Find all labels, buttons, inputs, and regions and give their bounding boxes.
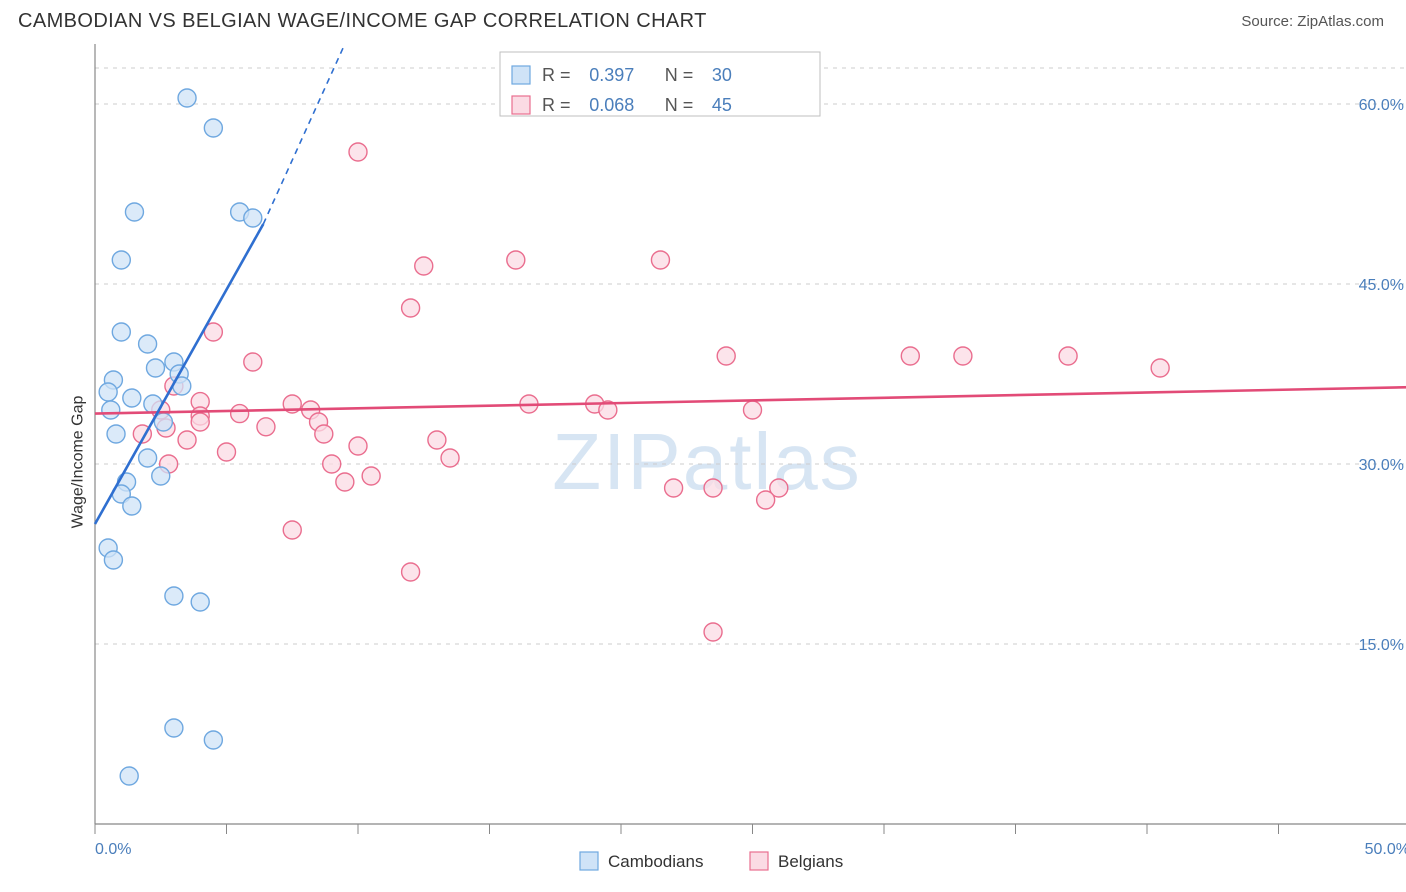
chart-header: CAMBODIAN VS BELGIAN WAGE/INCOME GAP COR… [0, 0, 1406, 41]
chart-container: Wage/Income Gap ZIPatlas 15.0%30.0%45.0%… [18, 44, 1396, 880]
scatter-plot: 15.0% 30.0% 45.0% 60.0% 0.0% 50.0% R = 0.397 N … [40, 44, 1406, 884]
svg-text:0.068: 0.068 [589, 95, 634, 115]
svg-text:Belgians: Belgians [778, 852, 843, 871]
svg-text:30: 30 [712, 65, 732, 85]
svg-text:45.0%: 45.0% [1359, 277, 1404, 294]
svg-text:R =: R = [542, 95, 571, 115]
chart-title: CAMBODIAN VS BELGIAN WAGE/INCOME GAP COR… [18, 10, 707, 33]
svg-text:45: 45 [712, 95, 732, 115]
svg-text:15.0%: 15.0% [1359, 637, 1404, 654]
svg-text:0.397: 0.397 [589, 65, 634, 85]
svg-text:0.0%: 0.0% [95, 841, 131, 858]
svg-text:60.0%: 60.0% [1359, 97, 1404, 114]
svg-text:N =: N = [665, 95, 694, 115]
svg-text:Cambodians: Cambodians [608, 852, 703, 871]
svg-text:30.0%: 30.0% [1359, 457, 1404, 474]
svg-text:R =: R = [542, 65, 571, 85]
source-prefix: Source: [1241, 13, 1297, 30]
svg-text:50.0%: 50.0% [1365, 841, 1406, 858]
svg-text:N =: N = [665, 65, 694, 85]
chart-source: Source: ZipAtlas.com [1241, 13, 1384, 30]
source-value: ZipAtlas.com [1297, 13, 1384, 30]
